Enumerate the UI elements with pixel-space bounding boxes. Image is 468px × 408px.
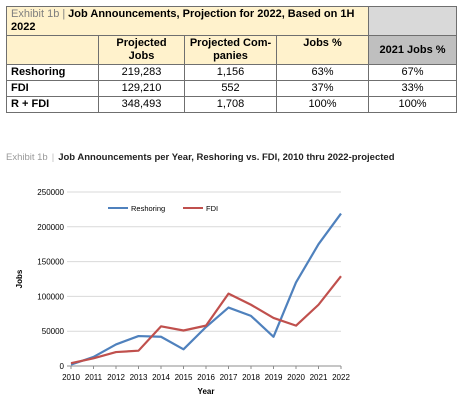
projection-table: Exhibit 1b | Job Announcements, Projection… [5, 6, 458, 113]
x-tick-label: 2019 [265, 373, 283, 382]
series-lines [70, 212, 342, 366]
y-tick-labels: 0 50000 100000 150000 200000 250000 [37, 188, 64, 371]
header-blank [6, 35, 99, 65]
y-tick-label: 150000 [37, 258, 64, 267]
y-tick-label: 100000 [37, 292, 64, 301]
x-tick-label: 2014 [152, 373, 170, 382]
title-separator: | [62, 8, 66, 20]
chart-title: Job Announcements per Year, Reshoring vs… [58, 152, 395, 163]
table-header-row: Projected Jobs Projected Com-panies Jobs… [6, 35, 458, 65]
chart-exhibit-label: Exhibit 1b [6, 152, 48, 163]
y-tick-label: 0 [60, 362, 65, 371]
table-row-fdi: FDI 129,210 552 37% 33% [6, 80, 458, 97]
x-tick-label: 2015 [175, 373, 193, 382]
cell-jobs: 219,283 [98, 64, 185, 81]
y-tick-label: 50000 [42, 327, 65, 336]
header-2021-jobs-pct: 2021 Jobs % [368, 35, 458, 65]
x-tick-label: 2022 [332, 373, 350, 382]
cell-pct: 100% [275, 96, 370, 113]
legend-label-reshoring: Reshoring [131, 204, 165, 213]
legend: Reshoring FDI [108, 204, 218, 213]
x-axis-label: Year [198, 387, 215, 396]
y-tick-label: 250000 [37, 188, 64, 197]
x-tick-label: 2017 [220, 373, 238, 382]
row-label: Reshoring [6, 64, 99, 81]
series-line-reshoring [70, 212, 342, 366]
x-tick-label: 2012 [107, 373, 125, 382]
header-jobs-pct: Jobs % [275, 35, 370, 65]
row-label: R + FDI [6, 96, 99, 113]
cell-companies: 552 [184, 80, 277, 97]
table-title: Job Announcements, Projection for 2022, … [11, 8, 355, 33]
x-tick-label: 2018 [242, 373, 260, 382]
x-tick-label: 2010 [62, 373, 80, 382]
y-tick-label: 200000 [37, 223, 64, 232]
header-projected-jobs: Projected Jobs [98, 35, 185, 65]
x-tick-label: 2013 [130, 373, 148, 382]
x-tick-label: 2011 [85, 373, 103, 382]
cell-pct-2021: 67% [368, 64, 458, 81]
cell-pct: 63% [275, 64, 370, 81]
row-label: FDI [6, 80, 99, 97]
cell-companies: 1,708 [184, 96, 277, 113]
table-row-total: R + FDI 348,493 1,708 100% 100% [6, 96, 458, 113]
cell-pct: 37% [275, 80, 370, 97]
table-title-cell: Exhibit 1b | Job Announcements, Projection… [5, 6, 370, 36]
projection-table-container: Exhibit 1b | Job Announcements, Projection… [5, 6, 458, 113]
table-exhibit-label: Exhibit 1b [11, 8, 60, 20]
cell-pct-2021: 100% [368, 96, 458, 113]
cell-jobs: 129,210 [98, 80, 185, 97]
y-axis-label: Jobs [15, 269, 24, 288]
legend-label-fdi: FDI [206, 204, 218, 213]
table-title-row: Exhibit 1b | Job Announcements, Projection… [5, 6, 458, 36]
x-tick-labels: 2010 2011 2012 2013 2014 2015 2016 2017 2018 2019… [62, 373, 350, 382]
header-projected-companies: Projected Com-panies [184, 35, 277, 65]
chart-caption: Exhibit 1b | Job Announcements per Year, R… [6, 152, 395, 163]
table-title-grey-cell [368, 6, 458, 36]
series-line-fdi [70, 275, 342, 365]
caption-separator: | [51, 152, 55, 163]
table-row-reshoring: Reshoring 219,283 1,156 63% 67% [6, 64, 458, 81]
x-tick-label: 2020 [287, 373, 305, 382]
cell-jobs: 348,493 [98, 96, 185, 113]
gridlines [67, 191, 342, 369]
cell-companies: 1,156 [184, 64, 277, 81]
x-tick-label: 2016 [197, 373, 215, 382]
cell-pct-2021: 33% [368, 80, 458, 97]
x-tick-label: 2021 [310, 373, 328, 382]
